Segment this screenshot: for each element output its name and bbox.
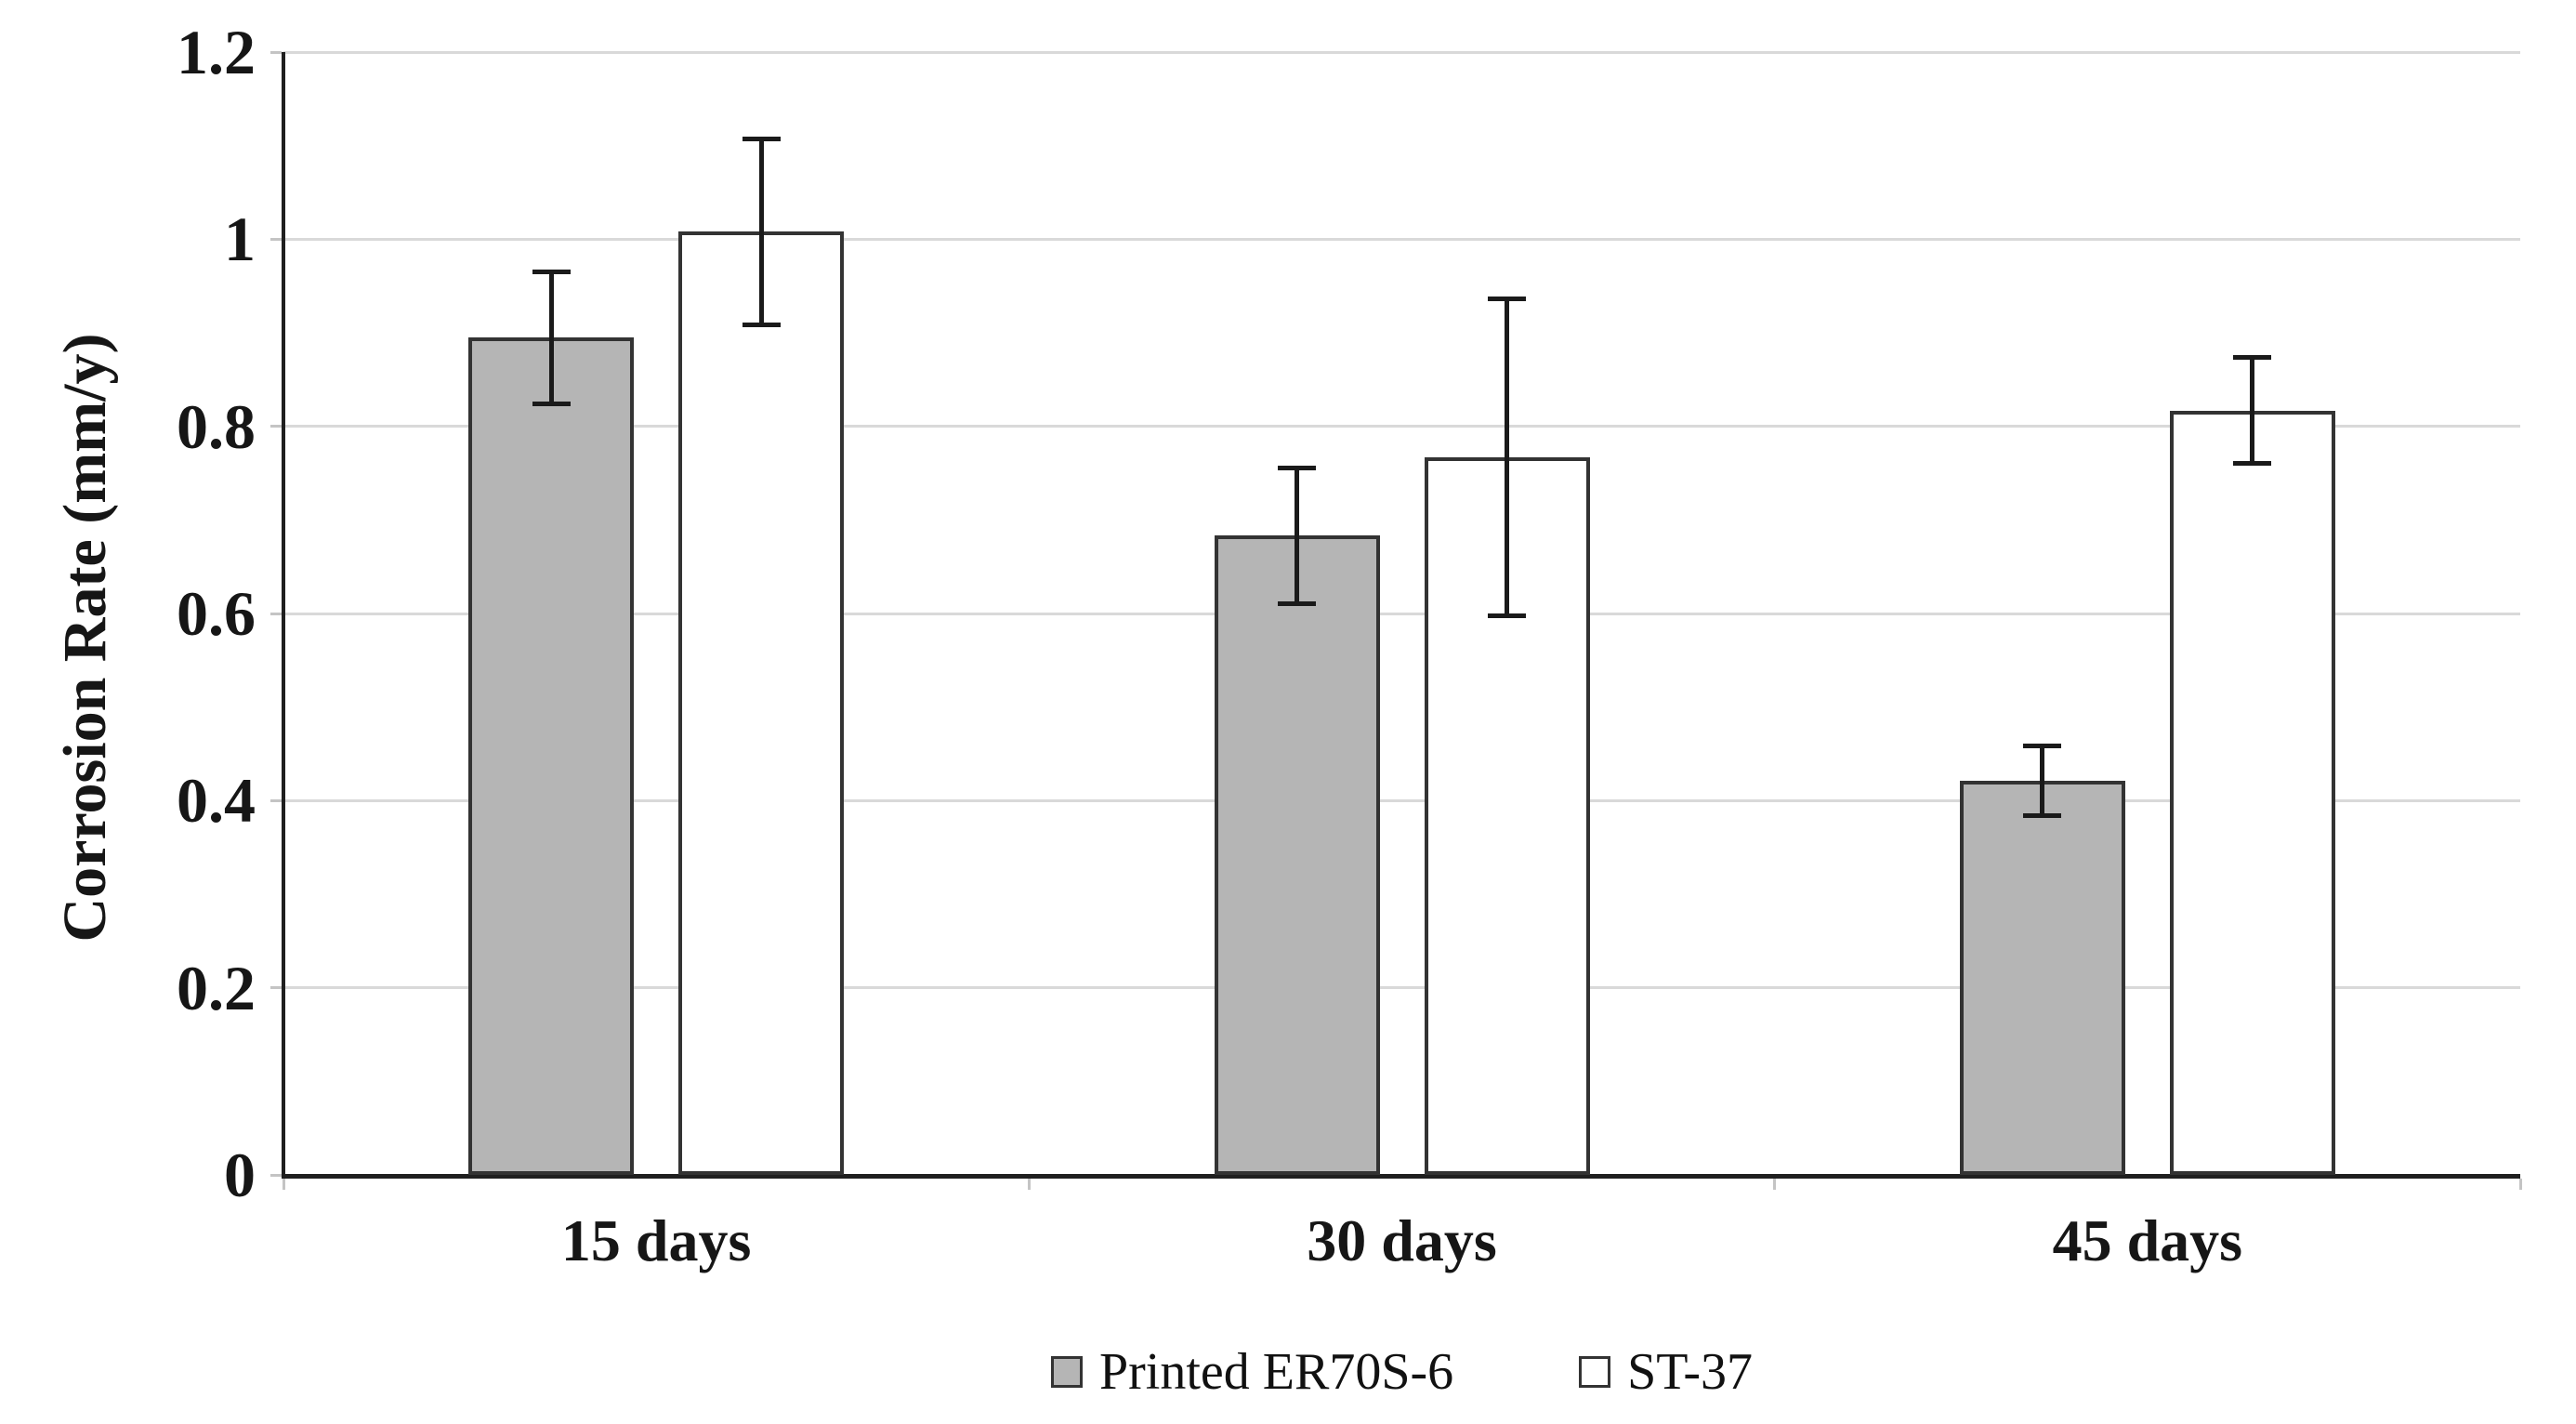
y-tick-label: 0.2 (177, 952, 256, 1023)
error-bar-cap-top (1488, 296, 1526, 301)
x-category-label: 30 days (1307, 1207, 1497, 1273)
gridline-0.8 (283, 425, 2520, 429)
y-tick-mark-1.2 (270, 50, 282, 54)
error-bar (758, 138, 764, 325)
y-tick-mark-0 (270, 1173, 282, 1177)
legend-swatch-open-square-icon (1579, 1356, 1611, 1388)
y-tick-label: 1 (224, 204, 256, 275)
x-category-label: 45 days (2052, 1207, 2243, 1273)
y-axis-line (282, 52, 285, 1179)
error-bar (2040, 745, 2045, 817)
error-bar-cap-top (2023, 743, 2062, 748)
error-bar-cap-bottom (532, 401, 571, 406)
bar-printed-er70s-6 (1959, 781, 2125, 1175)
error-bar-cap-bottom (1488, 613, 1526, 619)
error-bar (2250, 357, 2255, 464)
y-tick-mark-0.8 (270, 425, 282, 429)
y-tick-mark-0.4 (270, 798, 282, 802)
error-bar (1505, 297, 1509, 617)
gridline-0.6 (283, 612, 2520, 615)
gridline-1 (283, 237, 2520, 241)
y-tick-label: 0.4 (177, 765, 256, 837)
y-tick-mark-0.6 (270, 612, 282, 615)
y-tick-label: 1.2 (177, 17, 256, 87)
error-bar-cap-top (2233, 355, 2272, 361)
gridline-1.2 (283, 50, 2520, 54)
x-tick-mark (2518, 1179, 2522, 1190)
x-category-label: 15 days (560, 1207, 752, 1273)
x-axis-line (282, 1174, 2520, 1179)
bar-st-37 (2169, 410, 2335, 1175)
bar-st-37 (1424, 456, 1590, 1175)
y-tick-label: 0 (224, 1140, 256, 1210)
y-tick-mark-0.2 (270, 986, 282, 990)
error-bar-cap-top (532, 269, 571, 274)
bar-printed-er70s-6 (468, 337, 635, 1175)
error-bar-cap-top (742, 136, 781, 141)
x-tick-mark (1027, 1179, 1031, 1190)
error-bar (548, 270, 554, 404)
legend: Printed ER70S-6 ST-37 (283, 1333, 2520, 1411)
error-bar-cap-bottom (1278, 600, 1316, 606)
gridline-0.2 (283, 986, 2520, 990)
y-tick-label: 0.8 (177, 390, 256, 462)
x-tick-mark (282, 1179, 285, 1190)
error-bar (1295, 467, 1299, 604)
y-tick-label: 0.6 (177, 578, 256, 649)
legend-item-printed-er70s-6: Printed ER70S-6 (1051, 1344, 1453, 1400)
legend-swatch-filled-square-icon (1051, 1356, 1083, 1388)
y-tick-mark-1 (270, 237, 282, 241)
error-bar-cap-bottom (2023, 813, 2062, 819)
bar-st-37 (678, 231, 845, 1175)
x-tick-mark (1773, 1179, 1777, 1190)
error-bar-cap-bottom (742, 322, 781, 327)
gridline-0.4 (283, 798, 2520, 802)
bar-printed-er70s-6 (1214, 535, 1380, 1175)
error-bar-cap-top (1278, 465, 1316, 470)
legend-label: Printed ER70S-6 (1099, 1343, 1454, 1401)
error-bar-cap-bottom (2233, 460, 2272, 466)
legend-label: ST-37 (1627, 1343, 1753, 1401)
legend-item-st-37: ST-37 (1579, 1344, 1753, 1400)
